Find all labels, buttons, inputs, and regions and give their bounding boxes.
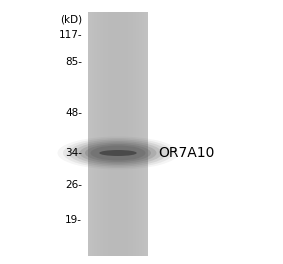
Ellipse shape: [63, 138, 173, 168]
Text: 34-: 34-: [65, 148, 82, 158]
Ellipse shape: [80, 143, 156, 163]
Text: (kD): (kD): [60, 14, 82, 24]
Ellipse shape: [68, 139, 168, 167]
Text: 26-: 26-: [65, 180, 82, 190]
Ellipse shape: [99, 150, 137, 156]
Ellipse shape: [74, 141, 162, 165]
Ellipse shape: [57, 136, 179, 169]
Text: 117-: 117-: [58, 30, 82, 40]
Text: 19-: 19-: [65, 215, 82, 225]
Text: 48-: 48-: [65, 108, 82, 118]
Text: OR7A10: OR7A10: [158, 146, 215, 160]
Ellipse shape: [85, 144, 151, 162]
Ellipse shape: [91, 145, 145, 161]
Text: 85-: 85-: [65, 57, 82, 67]
